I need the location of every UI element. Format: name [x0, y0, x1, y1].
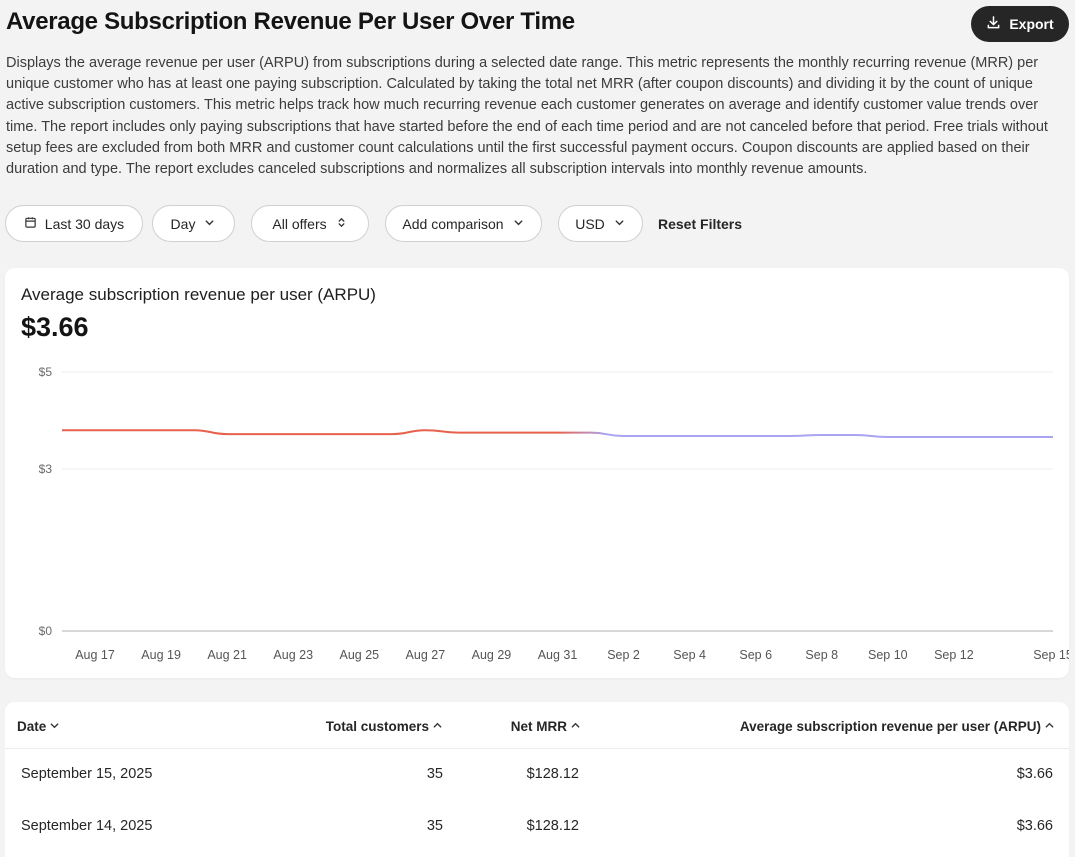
- reset-filters-button[interactable]: Reset Filters: [658, 215, 743, 232]
- x-tick-label: Aug 31: [538, 648, 578, 662]
- x-tick-label: Sep 4: [673, 648, 706, 662]
- report-description: Displays the average revenue per user (A…: [6, 55, 1048, 178]
- column-header-label: Net MRR: [510, 718, 567, 734]
- chevron-down-icon: [49, 719, 60, 734]
- cell-date: September 15, 2025: [21, 766, 153, 782]
- chevron-down-icon: [613, 216, 626, 232]
- cell-date: September 14, 2025: [21, 818, 153, 834]
- offers-label: All offers: [272, 215, 327, 232]
- cell-total-customers: 35: [426, 766, 443, 782]
- x-tick-label: Aug 23: [273, 648, 313, 662]
- arpu-line-chart[interactable]: $5 $3 $0 Aug 17 Aug 19 Aug 21 Aug 23 Aug 25 Aug …: [5, 268, 1069, 678]
- calendar-icon: [24, 216, 37, 232]
- cell-total-customers: 35: [426, 818, 443, 834]
- cell-net-mrr: $128.12: [526, 766, 579, 782]
- currency-select[interactable]: USD: [558, 205, 643, 242]
- y-tick-label: $3: [39, 462, 53, 476]
- column-header-arpu[interactable]: Average subscription revenue per user (A…: [740, 716, 1055, 736]
- x-tick-label: Sep 2: [607, 648, 640, 662]
- y-tick-label: $0: [39, 624, 53, 638]
- x-tick-label: Sep 12: [934, 648, 974, 662]
- chevron-down-icon: [203, 216, 216, 232]
- cell-arpu: $3.66: [1016, 766, 1053, 782]
- column-header-date[interactable]: Date: [17, 716, 60, 736]
- x-tick-label: Sep 10: [868, 648, 908, 662]
- currency-label: USD: [575, 215, 605, 232]
- x-tick-label: Aug 19: [141, 648, 181, 662]
- chart-title: Average subscription revenue per user (A…: [21, 285, 376, 304]
- cell-net-mrr: $128.12: [526, 818, 579, 834]
- download-icon: [986, 15, 1001, 33]
- x-tick-label: Sep 6: [739, 648, 772, 662]
- export-button[interactable]: Export: [971, 6, 1069, 42]
- arpu-value: $3.66: [21, 312, 89, 342]
- column-header-net-mrr[interactable]: Net MRR: [511, 716, 581, 736]
- x-tick-label: Aug 21: [207, 648, 247, 662]
- granularity-label: Day: [170, 215, 196, 232]
- table-row[interactable]: September 15, 2025 35 $128.12 $3.66: [5, 748, 1069, 800]
- x-tick-label: Aug 17: [75, 648, 115, 662]
- y-tick-label: $5: [39, 365, 53, 379]
- date-range-label: Last 30 days: [44, 215, 125, 232]
- chevron-up-icon: [1044, 719, 1055, 734]
- cell-arpu: $3.66: [1016, 818, 1053, 834]
- arpu-series-line: [62, 429, 1053, 438]
- chevron-up-icon: [570, 719, 581, 734]
- column-header-label: Date: [17, 718, 47, 734]
- chevron-down-icon: [512, 216, 525, 232]
- x-tick-label: Aug 25: [339, 648, 379, 662]
- x-tick-label: Sep 15: [1033, 648, 1069, 662]
- offers-select[interactable]: All offers: [251, 205, 369, 242]
- export-label: Export: [1009, 16, 1054, 32]
- date-range-filter[interactable]: Last 30 days: [5, 205, 143, 242]
- comparison-select[interactable]: Add comparison: [385, 205, 542, 242]
- table-header-divider: [5, 748, 1069, 749]
- table-row[interactable]: September 14, 2025 35 $128.12 $3.66: [5, 800, 1069, 852]
- arpu-chart-card: Average subscription revenue per user (A…: [5, 268, 1069, 678]
- chevron-up-icon: [432, 719, 443, 734]
- x-tick-label: Sep 8: [805, 648, 838, 662]
- granularity-select[interactable]: Day: [152, 205, 235, 242]
- page-title: Average Subscription Revenue Per User Ov…: [6, 8, 575, 35]
- arpu-table: Date Total customers Net MRR Average sub…: [5, 702, 1069, 857]
- x-tick-label: Aug 29: [472, 648, 512, 662]
- x-tick-label: Aug 27: [406, 648, 446, 662]
- filter-bar: Last 30 days Day All offers Add comparis…: [5, 205, 1070, 243]
- chevron-up-down-icon: [335, 216, 348, 232]
- column-header-label: Total customers: [325, 718, 429, 734]
- column-header-label: Average subscription revenue per user (A…: [739, 718, 1041, 734]
- comparison-label: Add comparison: [402, 215, 504, 232]
- column-header-total-customers[interactable]: Total customers: [326, 716, 443, 736]
